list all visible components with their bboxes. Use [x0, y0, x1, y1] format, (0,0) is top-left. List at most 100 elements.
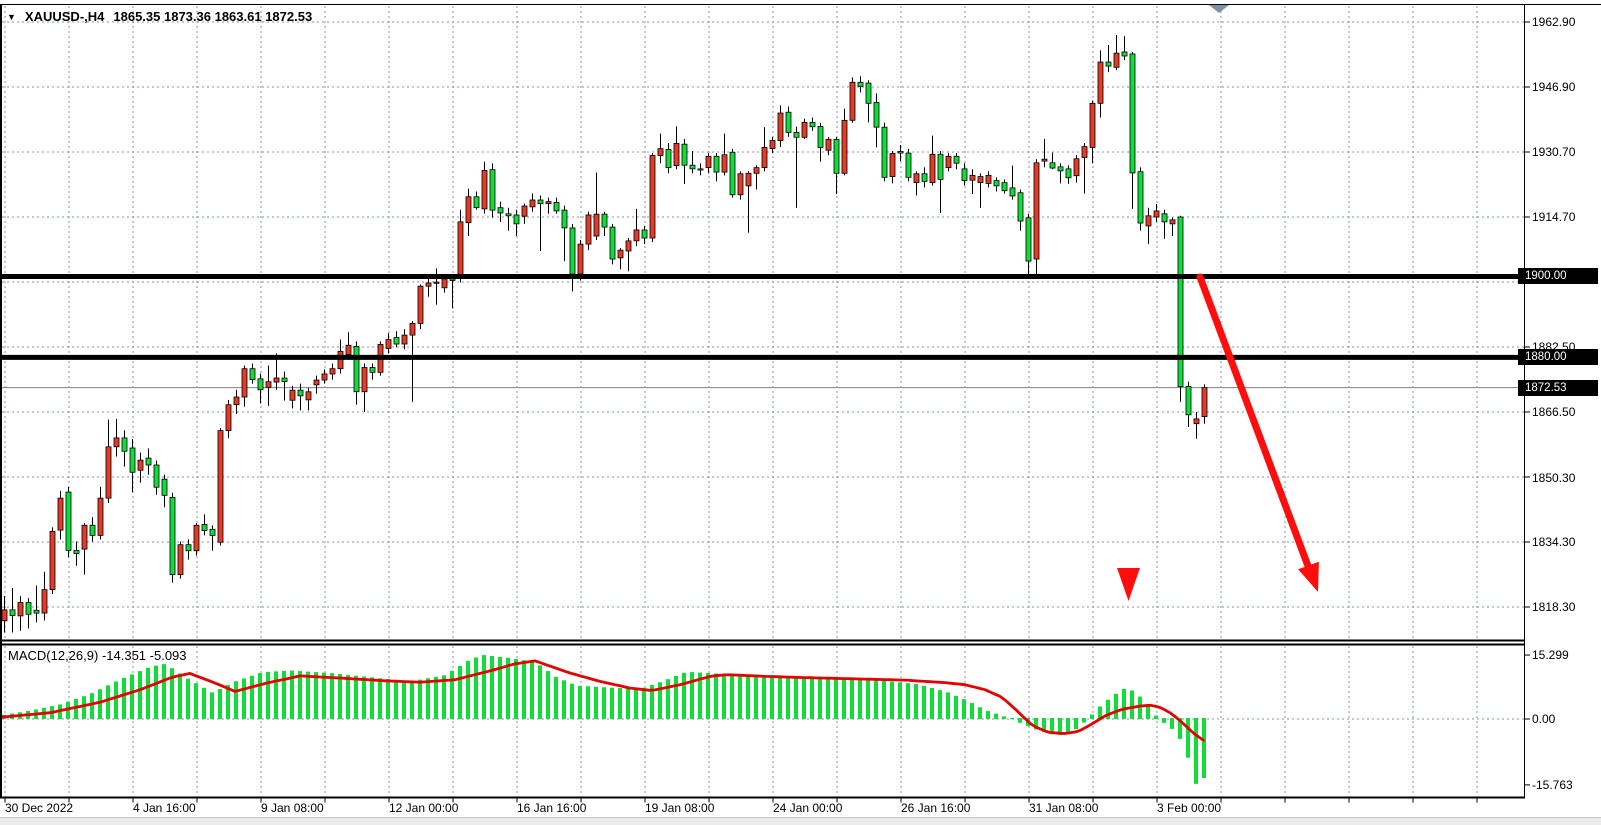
candle-down: [1057, 166, 1064, 172]
macd-histogram-bar: [1106, 699, 1110, 719]
candle-up: [41, 589, 48, 614]
time-axis-label: 9 Jan 08:00: [261, 801, 324, 815]
time-axis-label: 30 Dec 2022: [5, 801, 74, 815]
candle-down: [641, 229, 648, 239]
candle-up: [777, 112, 784, 141]
macd-histogram-bar: [1146, 705, 1150, 719]
macd-histogram-bar: [138, 671, 142, 719]
macd-histogram-bar: [858, 679, 862, 719]
candle-up: [1153, 210, 1160, 218]
macd-histogram-bar: [762, 676, 766, 719]
candle-down: [1017, 192, 1024, 222]
symbol-dropdown-icon[interactable]: ▼: [7, 11, 16, 22]
macd-histogram-bar: [354, 675, 358, 719]
macd-histogram-bar: [778, 677, 782, 719]
candle-down: [993, 180, 1000, 187]
candle-up: [441, 278, 448, 289]
macd-histogram-bar: [770, 676, 774, 719]
time-axis-label: 26 Jan 16:00: [901, 801, 971, 815]
candle-down: [65, 491, 72, 551]
candle-up: [1201, 387, 1208, 418]
candle-up: [481, 170, 488, 210]
macd-histogram-bar: [890, 681, 894, 719]
level-price-badge: 1880.00: [1518, 349, 1598, 366]
candle-down: [809, 121, 816, 128]
macd-histogram-bar: [202, 687, 206, 719]
candle-up: [305, 391, 312, 401]
candle-down: [9, 609, 16, 616]
macd-histogram-bar: [1122, 688, 1126, 719]
macd-histogram-bar: [882, 680, 886, 719]
macd-histogram-bar: [602, 687, 606, 719]
macd-histogram-bar: [114, 681, 118, 719]
macd-histogram-bar: [722, 673, 726, 719]
candle-down: [865, 82, 872, 104]
macd-histogram-bar: [978, 707, 982, 719]
symbol-period-label: XAUUSD-,H4: [24, 9, 105, 24]
candle-down: [129, 447, 136, 473]
price-axis-label: 1914.70: [1532, 210, 1576, 224]
candle-down: [513, 214, 520, 225]
time-axis-label: 12 Jan 00:00: [389, 801, 459, 815]
candle-down: [73, 549, 80, 554]
price-axis-label: 1866.50: [1532, 405, 1576, 419]
candle-up: [633, 229, 640, 242]
candle-down: [25, 602, 32, 615]
sell-triangle-marker[interactable]: [1117, 568, 1140, 601]
candle-up: [649, 155, 656, 239]
candle-up: [457, 221, 464, 278]
price-axis-label: 1818.30: [1532, 600, 1576, 614]
candle-up: [841, 119, 848, 174]
macd-histogram-bar: [618, 688, 622, 719]
candle-up: [385, 339, 392, 349]
macd-histogram-bar: [730, 674, 734, 719]
macd-histogram-bar: [930, 687, 934, 719]
macd-histogram-bar: [970, 703, 974, 719]
macd-histogram-bar: [874, 680, 878, 719]
macd-histogram-bar: [698, 672, 702, 719]
candle-up: [177, 544, 184, 576]
macd-histogram-bar: [410, 681, 414, 719]
macd-histogram-bar: [378, 678, 382, 719]
macd-histogram-bar: [442, 675, 446, 719]
status-strip: [0, 817, 1601, 825]
trend-arrow-head[interactable]: [1298, 561, 1319, 592]
macd-histogram-bar: [74, 698, 78, 719]
candle-down: [665, 149, 672, 169]
chart-title: ▼ XAUUSD-,H4 1865.35 1873.36 1863.61 187…: [7, 9, 312, 24]
candle-up: [193, 524, 200, 552]
candle-down: [881, 126, 888, 178]
candle-down: [609, 226, 616, 260]
macd-histogram-bar: [314, 672, 318, 719]
macd-histogram-bar: [610, 687, 614, 719]
current-price-badge: 1872.53: [1518, 379, 1598, 396]
trend-arrow-shaft[interactable]: [1196, 273, 1312, 570]
candle-down: [1001, 182, 1008, 192]
macd-histogram-bar: [674, 675, 678, 719]
macd-histogram-bar: [82, 696, 86, 719]
candle-up: [1113, 52, 1120, 68]
macd-scale-label: 15.299: [1532, 648, 1569, 663]
macd-histogram-bar: [106, 685, 110, 719]
macd-histogram-bar: [554, 676, 558, 719]
candle-down: [697, 168, 704, 171]
candle-down: [537, 199, 544, 205]
candle-up: [289, 389, 296, 401]
price-axis-label: 1850.30: [1532, 470, 1576, 485]
macd-histogram-bar: [234, 681, 238, 719]
macd-histogram-bar: [506, 657, 510, 719]
macd-histogram-bar: [650, 684, 654, 719]
price-axis-label: 1962.90: [1532, 15, 1576, 29]
macd-histogram-bar: [1178, 718, 1182, 739]
candle-up: [345, 344, 352, 355]
autoscroll-down-icon[interactable]: [1209, 5, 1229, 13]
candle-up: [137, 459, 144, 471]
macd-histogram-bar: [226, 685, 230, 719]
candle-down: [1185, 386, 1192, 416]
candle-down: [793, 132, 800, 138]
candle-up: [49, 530, 56, 591]
candle-down: [145, 457, 152, 466]
macd-histogram-bar: [514, 658, 518, 719]
macd-name: MACD(12,26,9): [8, 648, 99, 663]
